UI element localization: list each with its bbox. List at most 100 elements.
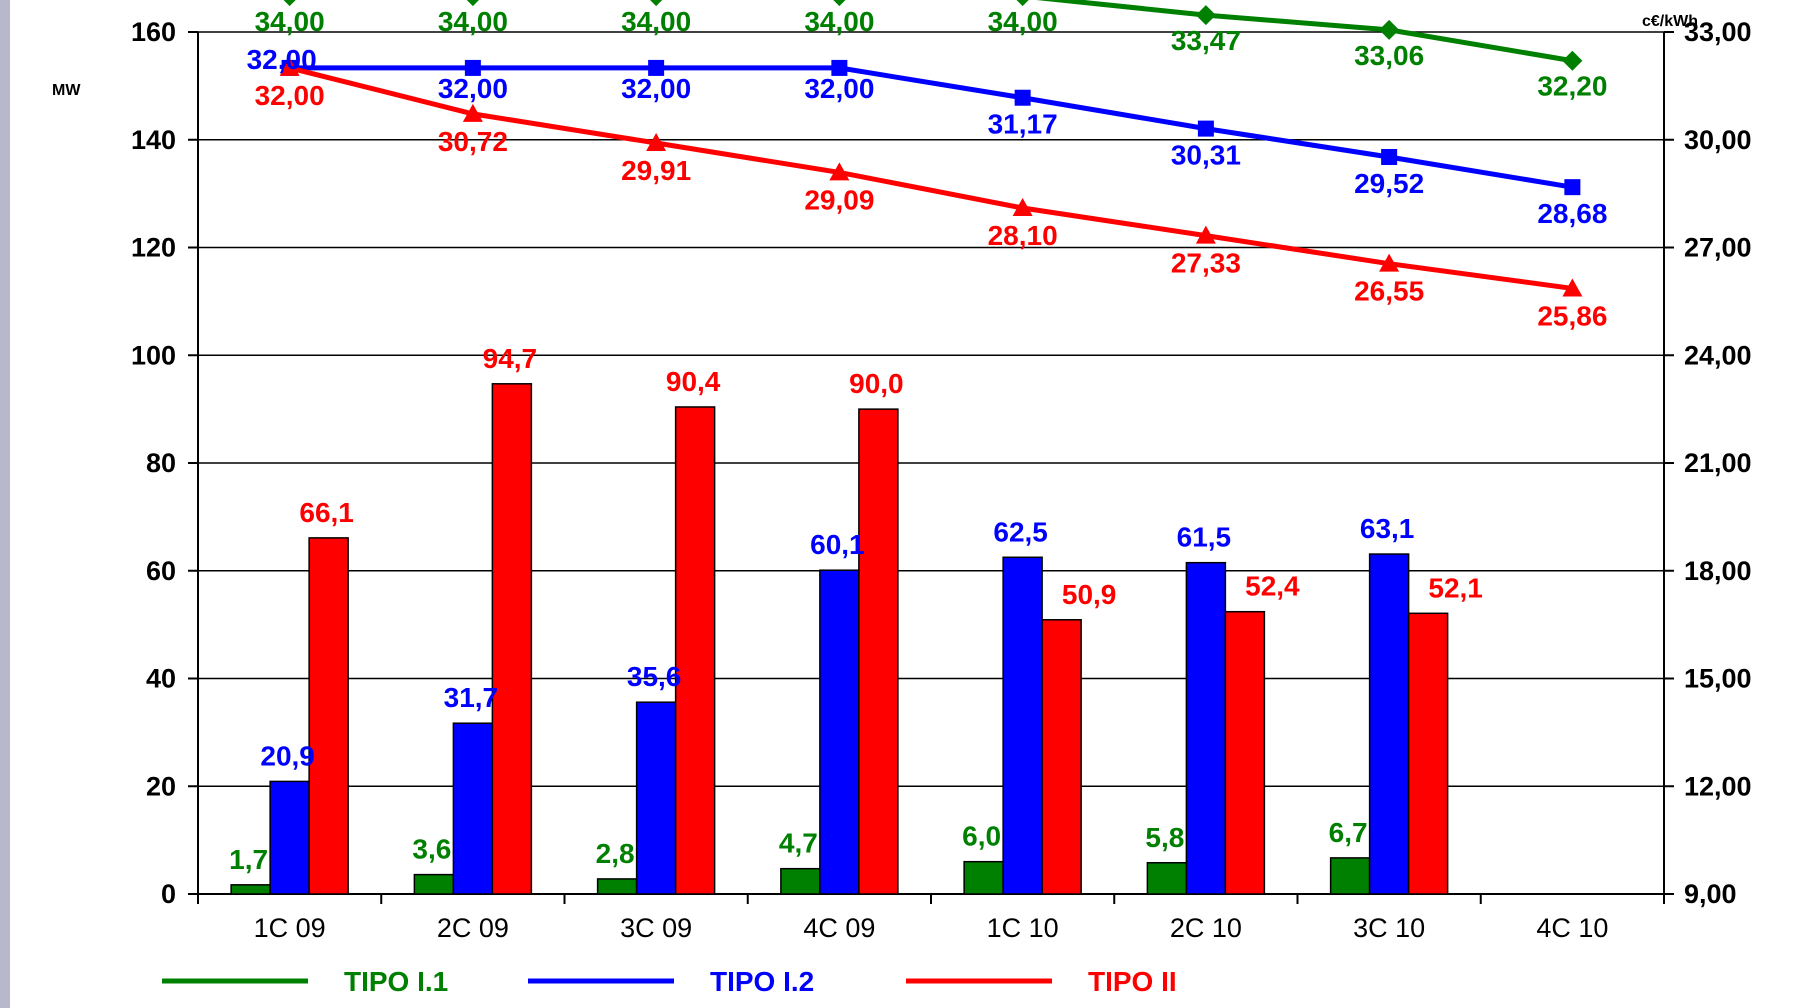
line-value-label: 32,00 [804,73,874,104]
left-tick-label: 120 [131,233,176,263]
left-edge-strip [0,0,10,1008]
bar-value-label: 1,7 [229,844,268,875]
series-line [289,65,1573,190]
line-value-label: 33,06 [1354,40,1424,71]
legend: TIPO I.1 TIPO I.2 TIPO II [162,966,1177,997]
left-tick-label: 80 [146,448,176,478]
line-marker [1562,50,1583,71]
bar-value-label: 6,7 [1329,817,1368,848]
right-tick-label: 21,00 [1684,448,1752,478]
line-marker [1014,89,1031,106]
line-marker [650,0,663,7]
line-value-label: 33,47 [1171,25,1241,56]
line-value-label: 32,00 [621,73,691,104]
line-marker [831,59,848,76]
bar-value-label: 4,7 [779,828,818,859]
bar-value-label: 50,9 [1062,579,1117,610]
bar-value-label: 2,8 [596,838,635,869]
category-label: 1C 09 [254,913,326,943]
tick-labels: 0 9,00 20 12,00 40 15,00 60 18,00 80 21,00 100 24,0… [131,17,1752,943]
bar-value-label: 60,1 [810,529,865,560]
legend-label: TIPO I.2 [710,966,814,997]
bar-value-label: 52,1 [1428,572,1483,603]
legend-label: TIPO I.1 [344,966,448,997]
bar [963,860,1004,895]
line-value-label: 25,86 [1537,300,1607,331]
line-marker [462,103,483,122]
right-axis-unit: c€/kWh [1642,13,1698,30]
right-tick-label: 15,00 [1684,664,1752,694]
bar [413,873,455,895]
bar [1146,862,1188,895]
line-marker [1562,278,1583,297]
line-value-label: 34,00 [804,6,874,37]
line-value-label: 34,00 [438,6,508,37]
line-marker [648,59,665,76]
bar [1368,553,1410,895]
bar-value-label: 90,4 [666,366,721,397]
bar [1041,619,1082,895]
line-marker [1195,225,1216,244]
series-line [289,65,1573,291]
line-marker [1564,179,1581,196]
category-label: 4C 09 [803,913,875,943]
line-marker [1197,120,1214,137]
left-tick-label: 40 [146,664,176,694]
line-value-label: 29,52 [1354,168,1424,199]
bar [1329,857,1371,895]
bar-value-label: 6,0 [962,821,1001,852]
line-marker [279,57,300,76]
bar [819,569,860,895]
line-value-label: 31,17 [988,109,1058,140]
right-tick-label: 9,00 [1684,879,1737,909]
left-tick-label: 0 [161,879,176,909]
line-value-label: 30,72 [438,126,508,157]
bar [635,701,677,895]
line-value-label: 29,91 [621,155,691,186]
line-marker [283,0,296,7]
bar [1002,556,1043,895]
bar [780,867,821,895]
line-marker [1379,253,1400,272]
right-tick-label: 24,00 [1684,340,1752,370]
right-tick-label: 12,00 [1684,771,1752,801]
line-value-label: 32,20 [1537,71,1607,102]
line-value-label: 34,00 [255,6,325,37]
line-value-label: 34,00 [988,6,1058,37]
category-label: 2C 10 [1170,913,1242,943]
gridlines [198,31,1664,787]
line-value-label: 28,68 [1537,198,1607,229]
left-tick-label: 100 [131,340,176,370]
left-tick-label: 60 [146,556,176,586]
bar [1185,561,1227,895]
bar [308,537,349,895]
bar-value-label: 62,5 [993,516,1048,547]
category-label: 3C 09 [620,913,692,943]
bar [596,878,638,895]
left-tick-label: 140 [131,125,176,155]
line-value-label: 32,00 [247,44,317,75]
line-marker [1195,5,1216,26]
bar-value-label: 3,6 [412,834,451,865]
line-marker [1016,0,1029,7]
left-tick-label: 160 [131,17,176,47]
category-label: 4C 10 [1536,913,1608,943]
line-marker [833,0,846,7]
line-value-label: 32,00 [255,80,325,111]
left-axis-unit: MW [52,82,81,99]
line-marker [829,162,850,181]
bar-value-label: 35,6 [627,661,682,692]
bar-value-label: 52,4 [1245,571,1300,602]
right-tick-label: 30,00 [1684,125,1752,155]
data-labels: 1,7 3,6 2,8 4,7 6,0 5,8 6,7 20,9 31,7 35,6 60,1 62,… [229,6,1607,875]
category-label: 1C 10 [987,913,1059,943]
bar-value-label: 31,7 [444,682,499,713]
line-marker [464,59,481,76]
line-value-label: 28,10 [988,220,1058,251]
line-value-label: 34,00 [621,6,691,37]
line-marker [1381,148,1398,165]
bar-series [230,383,1449,895]
right-tick-label: 27,00 [1684,233,1752,263]
bar [1224,610,1266,895]
